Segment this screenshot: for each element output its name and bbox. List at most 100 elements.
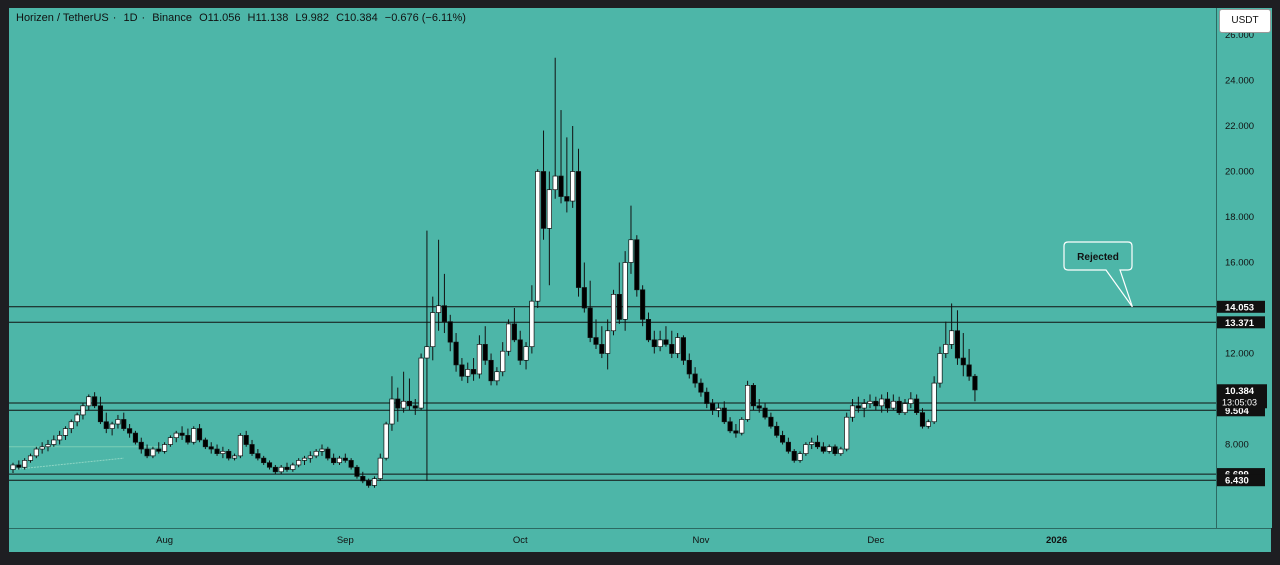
candle-body[interactable]: [523, 346, 529, 361]
candle-body[interactable]: [92, 396, 98, 407]
interval-label[interactable]: 1D: [123, 12, 138, 24]
candle-body[interactable]: [74, 414, 80, 423]
candle-body[interactable]: [954, 330, 961, 359]
candle-body[interactable]: [593, 337, 599, 345]
candle-body[interactable]: [581, 287, 587, 309]
candle-body[interactable]: [191, 428, 197, 443]
candle-body[interactable]: [220, 450, 226, 454]
candle-body[interactable]: [616, 294, 622, 320]
candle-body[interactable]: [785, 441, 791, 452]
candle-body[interactable]: [820, 446, 826, 452]
candle-body[interactable]: [605, 330, 611, 354]
candle-body[interactable]: [371, 478, 378, 486]
candle-body[interactable]: [867, 400, 873, 404]
candle-body[interactable]: [57, 435, 63, 441]
candle-body[interactable]: [389, 398, 395, 425]
candle-body[interactable]: [132, 432, 138, 443]
candle-body[interactable]: [482, 344, 488, 361]
candle-body[interactable]: [418, 357, 424, 409]
candle-body[interactable]: [622, 262, 628, 320]
candle-body[interactable]: [319, 448, 325, 452]
candle-body[interactable]: [931, 382, 937, 423]
candle-body[interactable]: [301, 457, 308, 461]
candle-body[interactable]: [692, 373, 698, 384]
candle-body[interactable]: [336, 457, 343, 464]
candle-body[interactable]: [925, 421, 931, 427]
candle-body[interactable]: [401, 400, 407, 409]
candle-body[interactable]: [896, 400, 902, 413]
candle-body[interactable]: [424, 346, 430, 359]
candle-body[interactable]: [797, 453, 803, 461]
candle-body[interactable]: [710, 403, 716, 411]
candle-body[interactable]: [86, 396, 92, 407]
candle-body[interactable]: [943, 344, 949, 354]
candle-body[interactable]: [879, 398, 885, 407]
candle-body[interactable]: [465, 369, 471, 377]
candle-body[interactable]: [517, 339, 523, 361]
candle-body[interactable]: [162, 444, 168, 452]
time-axis[interactable]: [9, 528, 1271, 552]
candle-body[interactable]: [459, 364, 465, 377]
candle-body[interactable]: [202, 439, 208, 448]
candle-body[interactable]: [313, 450, 319, 457]
candle-body[interactable]: [768, 416, 774, 427]
candle-body[interactable]: [902, 403, 908, 413]
candle-body[interactable]: [774, 425, 780, 436]
candle-body[interactable]: [949, 330, 955, 345]
candle-body[interactable]: [657, 339, 663, 348]
candle-body[interactable]: [669, 344, 675, 354]
candle-body[interactable]: [844, 416, 850, 450]
candle-body[interactable]: [599, 344, 605, 354]
candle-body[interactable]: [750, 385, 756, 407]
candle-body[interactable]: [80, 405, 86, 416]
candle-body[interactable]: [640, 289, 646, 320]
candle-body[interactable]: [208, 446, 214, 450]
candle-body[interactable]: [167, 437, 173, 445]
candle-body[interactable]: [97, 405, 104, 423]
candle-body[interactable]: [914, 398, 920, 413]
candle-body[interactable]: [698, 382, 704, 393]
candle-body[interactable]: [780, 435, 786, 443]
candle-body[interactable]: [727, 421, 733, 432]
candle-body[interactable]: [511, 323, 517, 341]
candle-body[interactable]: [855, 405, 861, 409]
candle-body[interactable]: [884, 398, 891, 409]
candle-body[interactable]: [331, 457, 337, 464]
candle-body[interactable]: [243, 435, 249, 445]
trend-line[interactable]: [12, 457, 124, 471]
candle-body[interactable]: [436, 305, 442, 313]
candle-body[interactable]: [366, 480, 372, 486]
candle-body[interactable]: [296, 460, 302, 466]
candle-body[interactable]: [675, 337, 681, 354]
candle-body[interactable]: [45, 444, 51, 448]
candle-body[interactable]: [214, 448, 220, 454]
candle-body[interactable]: [575, 171, 582, 288]
candle-body[interactable]: [610, 294, 617, 332]
candle-body[interactable]: [890, 400, 896, 409]
candle-body[interactable]: [447, 321, 453, 343]
candle-body[interactable]: [173, 432, 179, 439]
price-axis[interactable]: [1216, 8, 1272, 528]
candle-body[interactable]: [237, 435, 243, 457]
candle-body[interactable]: [680, 337, 687, 361]
candle-body[interactable]: [22, 460, 28, 468]
candle-body[interactable]: [16, 464, 22, 468]
candle-body[interactable]: [138, 441, 144, 450]
candle-body[interactable]: [972, 375, 978, 391]
candle-body[interactable]: [733, 430, 739, 434]
candle-body[interactable]: [33, 448, 39, 457]
candle-body[interactable]: [406, 400, 412, 407]
candle-body[interactable]: [185, 435, 191, 443]
candle-body[interactable]: [150, 448, 156, 457]
candle-body[interactable]: [745, 385, 751, 420]
candle-body[interactable]: [715, 407, 721, 411]
candle-body[interactable]: [383, 423, 389, 459]
candle-body[interactable]: [873, 400, 879, 407]
candle-body[interactable]: [506, 323, 512, 352]
candle-body[interactable]: [226, 450, 232, 459]
candle-body[interactable]: [552, 175, 558, 191]
candle-body[interactable]: [756, 405, 762, 409]
candle-body[interactable]: [266, 462, 273, 468]
candle-body[interactable]: [39, 446, 45, 450]
